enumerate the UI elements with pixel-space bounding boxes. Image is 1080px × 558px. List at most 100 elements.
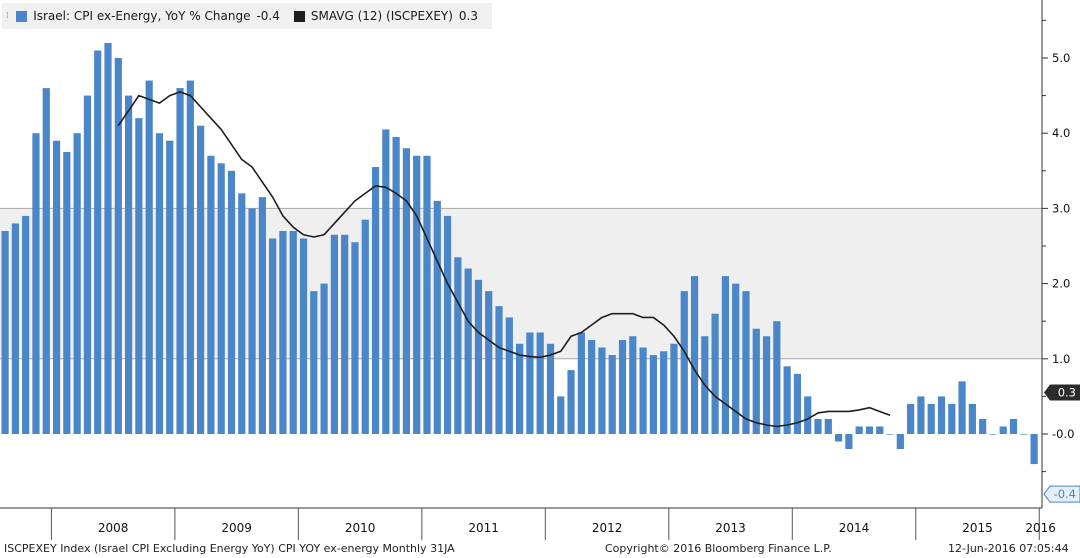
- bar: [361, 219, 369, 434]
- bar: [63, 152, 71, 434]
- line-swatch-icon: [293, 10, 305, 22]
- bar: [773, 321, 781, 434]
- bar: [711, 313, 719, 434]
- bar: [310, 291, 318, 434]
- bar: [279, 230, 287, 434]
- bar: [73, 133, 81, 434]
- sma-line: [117, 91, 891, 428]
- bar: [443, 215, 452, 434]
- x-tick-label: 2015: [962, 521, 993, 535]
- bar: [104, 42, 112, 435]
- bar: [752, 328, 760, 434]
- bar: [351, 242, 359, 434]
- y-tick-label: 4.0: [1052, 126, 1070, 140]
- bar: [588, 340, 596, 434]
- bar: [227, 170, 236, 435]
- bar: [762, 336, 771, 434]
- bar: [42, 88, 50, 434]
- bar: [855, 426, 863, 434]
- bar: [948, 403, 956, 434]
- band-rect: [0, 208, 1042, 359]
- bar: [649, 355, 657, 434]
- bar: [834, 434, 843, 442]
- bar: [299, 238, 308, 434]
- bar: [639, 347, 647, 434]
- bar: [1020, 434, 1028, 435]
- bar: [927, 403, 935, 434]
- last-value-tag: [1043, 485, 1080, 503]
- bar: [289, 230, 297, 434]
- bar: [197, 125, 205, 435]
- bar: [958, 381, 966, 434]
- bar: [155, 133, 164, 434]
- bar: [886, 434, 894, 435]
- bar: [968, 403, 976, 434]
- line-series: [117, 91, 891, 428]
- legend-item-bar[interactable]: Israel: CPI ex-Energy, YoY % Change -0.4: [16, 9, 280, 23]
- bar: [680, 291, 688, 434]
- bar: [937, 396, 946, 434]
- bar: [732, 283, 740, 434]
- bar: [516, 343, 524, 434]
- bar: [269, 238, 277, 434]
- x-tick-label: 2012: [592, 521, 623, 535]
- x-tick-label: 2010: [345, 521, 376, 535]
- legend-item-line[interactable]: SMAVG (12) (ISCPEXEY) 0.3: [293, 9, 478, 23]
- axes: -0.0 1.0 2.0 3.0 4.0 5.0 2008 2009 2010 2011 2012 2…: [0, 0, 1074, 540]
- bar: [52, 140, 61, 434]
- last-value-tag-label: 0.3: [1058, 385, 1076, 399]
- bar: [382, 129, 390, 434]
- footer-source: ISCPEXEY Index (Israel CPI Excluding Ene…: [4, 542, 455, 555]
- bar: [783, 366, 791, 434]
- y-tick-label: 2.0: [1052, 277, 1070, 291]
- bar: [979, 418, 987, 434]
- bar: [660, 351, 668, 434]
- bar: [907, 403, 915, 434]
- legend-line-label: SMAVG (12) (ISCPEXEY): [310, 9, 453, 23]
- bar: [608, 355, 616, 434]
- chart-canvas: -0.0 1.0 2.0 3.0 4.0 5.0 2008 2009 2010 2011 2012 2…: [0, 0, 1080, 540]
- bar-swatch-icon: [16, 10, 28, 22]
- bar: [392, 136, 400, 434]
- bar: [577, 332, 585, 434]
- drag-grip-icon[interactable]: ⁞: [6, 11, 9, 21]
- bar: [670, 343, 678, 434]
- bar: [145, 80, 153, 434]
- bar: [989, 434, 997, 435]
- bar: [1030, 434, 1038, 465]
- bar: [207, 155, 215, 434]
- bar: [258, 197, 266, 434]
- bar: [917, 396, 925, 434]
- bar: [876, 426, 884, 434]
- bar: [330, 234, 338, 434]
- bar: [248, 208, 256, 434]
- bar: [166, 140, 174, 434]
- last-value-tags: 0.3 -0.4: [1043, 384, 1080, 503]
- bar: [341, 234, 349, 434]
- bar: [135, 118, 143, 434]
- bar: [742, 291, 750, 434]
- bar: [11, 223, 19, 434]
- footer-timestamp: 12-Jun-2016 07:05:44: [948, 542, 1069, 555]
- bar: [320, 283, 328, 434]
- bar: [505, 317, 513, 434]
- x-tick-label: 2014: [839, 521, 870, 535]
- x-tick-label: 2011: [468, 521, 499, 535]
- bar: [238, 193, 246, 434]
- bar: [1009, 418, 1018, 434]
- bar: [999, 426, 1007, 434]
- bar: [22, 215, 30, 434]
- bar: [402, 148, 411, 435]
- bar: [865, 426, 874, 434]
- shaded-band: [0, 208, 1042, 359]
- bar: [824, 418, 832, 434]
- bar: [423, 155, 431, 434]
- footer: ISCPEXEY Index (Israel CPI Excluding Ene…: [0, 540, 1080, 558]
- bar: [94, 50, 102, 434]
- last-value-tag: [1044, 384, 1080, 401]
- legend-bar-last: -0.4: [256, 9, 280, 23]
- legend-bar-label: Israel: CPI ex-Energy, YoY % Change: [33, 9, 251, 23]
- bar: [557, 396, 565, 434]
- bar: [474, 279, 483, 434]
- y-tick-label: -0.0: [1052, 427, 1074, 441]
